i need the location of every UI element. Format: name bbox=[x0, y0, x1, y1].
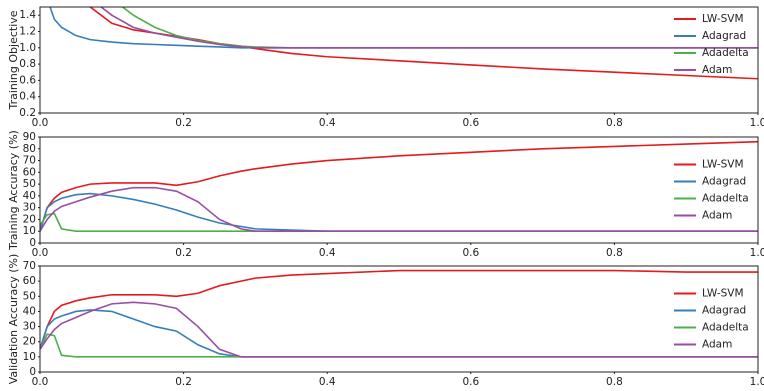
series-line bbox=[40, 333, 758, 358]
legend-label: Adadelta bbox=[702, 47, 749, 59]
series-line bbox=[40, 192, 758, 233]
y-tick-label: 0.4 bbox=[19, 91, 36, 103]
legend-label: LW-SVM bbox=[702, 159, 744, 171]
y-axis-label: Validation Accuracy (%) bbox=[7, 254, 20, 385]
x-tick-label: 0.4 bbox=[319, 376, 336, 388]
x-tick-label: 0.4 bbox=[319, 247, 336, 259]
y-axis-label: Training Accuracy (%) bbox=[7, 130, 20, 251]
y-tick-label: 1.2 bbox=[19, 25, 36, 37]
y-axis-label: Training Objective bbox=[7, 10, 20, 110]
x-tick-label: 1.0 bbox=[750, 376, 764, 388]
plot-lines bbox=[40, 140, 758, 233]
y-tick-label: 1.4 bbox=[19, 9, 36, 21]
y-tick-label: 70 bbox=[23, 260, 36, 272]
x-tick-label: 0.4 bbox=[319, 117, 336, 129]
y-tick-label: 90 bbox=[23, 131, 36, 143]
y-tick-label: 0 bbox=[29, 366, 36, 378]
y-tick-label: 20 bbox=[23, 213, 36, 225]
panel: 0.20.40.60.81.01.21.40.0 0.2 0.4 0.6 0.8 1.0T… bbox=[7, 6, 764, 129]
series-line bbox=[40, 269, 758, 350]
plot-frame bbox=[39, 265, 759, 373]
x-tick-label: 0.0 bbox=[32, 247, 49, 259]
series-line bbox=[40, 309, 758, 358]
x-tick-label: 0.8 bbox=[606, 247, 623, 259]
legend-label: Adam bbox=[702, 339, 732, 351]
y-tick-label: 0 bbox=[29, 237, 36, 249]
legend-label: LW-SVM bbox=[702, 288, 744, 300]
x-tick-label: 0.8 bbox=[606, 117, 623, 129]
x-tick-label: 0.6 bbox=[462, 117, 479, 129]
plot-lines bbox=[40, 269, 758, 358]
y-tick-label: 0.6 bbox=[19, 74, 36, 86]
y-tick-label: 0.8 bbox=[19, 58, 36, 70]
y-tick-label: 0.2 bbox=[19, 107, 36, 119]
x-tick-label: 0.2 bbox=[175, 117, 192, 129]
y-tick-label: 30 bbox=[23, 202, 36, 214]
y-tick-label: 10 bbox=[23, 225, 36, 237]
y-tick-label: 1.0 bbox=[19, 42, 36, 54]
legend-label: Adadelta bbox=[702, 193, 749, 205]
series-line bbox=[40, 212, 758, 233]
x-tick-label: 0.0 bbox=[32, 117, 49, 129]
y-tick-label: 50 bbox=[23, 290, 36, 302]
series-line bbox=[99, 7, 758, 49]
plot-frame bbox=[39, 136, 759, 244]
y-tick-label: 40 bbox=[23, 190, 36, 202]
x-tick-label: 0.6 bbox=[462, 247, 479, 259]
x-tick-label: 1.0 bbox=[750, 117, 764, 129]
series-line bbox=[40, 301, 758, 358]
y-tick-label: 60 bbox=[23, 275, 36, 287]
x-tick-label: 1.0 bbox=[750, 247, 764, 259]
legend-label: Adagrad bbox=[702, 30, 746, 42]
panel: 0 10 20 30 40 50 60 70 0.0 0.2 0.4 0.6 0.8 1.0 Validat… bbox=[7, 254, 764, 388]
x-tick-label: 0.8 bbox=[606, 376, 623, 388]
legend-label: Adadelta bbox=[702, 322, 749, 334]
y-tick-label: 50 bbox=[23, 178, 36, 190]
plot-lines bbox=[49, 7, 758, 80]
y-tick-label: 40 bbox=[23, 305, 36, 317]
legend-label: Adam bbox=[702, 64, 732, 76]
plot-frame bbox=[39, 6, 759, 114]
y-tick-label: 60 bbox=[23, 166, 36, 178]
legend-label: Adam bbox=[702, 210, 732, 222]
y-tick-label: 70 bbox=[23, 155, 36, 167]
x-tick-label: 0.2 bbox=[175, 247, 192, 259]
y-tick-label: 10 bbox=[23, 351, 36, 363]
legend-label: Adagrad bbox=[702, 176, 746, 188]
x-tick-label: 0.2 bbox=[175, 376, 192, 388]
y-tick-label: 20 bbox=[23, 336, 36, 348]
legend-label: LW-SVM bbox=[702, 13, 744, 25]
y-tick-label: 30 bbox=[23, 321, 36, 333]
x-tick-label: 0.6 bbox=[462, 376, 479, 388]
series-line bbox=[40, 140, 758, 232]
legend-label: Adagrad bbox=[702, 305, 746, 317]
series-line bbox=[88, 7, 758, 80]
x-tick-label: 0.0 bbox=[32, 376, 49, 388]
y-tick-label: 80 bbox=[23, 143, 36, 155]
series-line bbox=[40, 186, 758, 233]
